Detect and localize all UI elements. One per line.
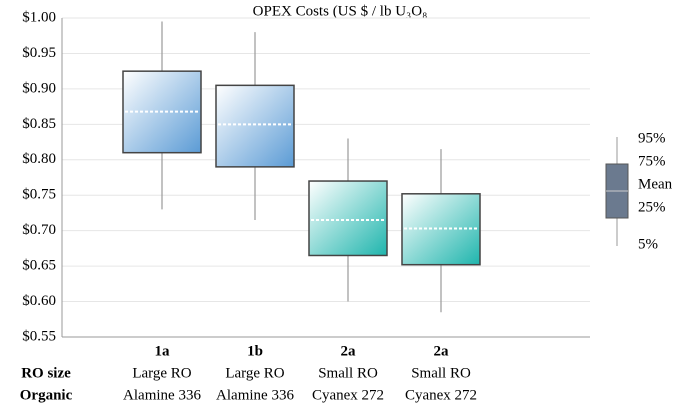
legend-label: 25% (638, 199, 666, 215)
ro-size-label: Large RO (132, 365, 191, 381)
legend-label: 95% (638, 130, 666, 146)
y-tick-label: $0.90 (22, 80, 56, 96)
y-tick-label: $0.75 (22, 187, 56, 203)
box (215, 84, 295, 168)
organic-label: Cyanex 272 (405, 387, 477, 403)
legend-label: 75% (638, 153, 666, 169)
y-tick-label: $0.85 (22, 116, 56, 132)
legend-label: 5% (638, 236, 658, 252)
organic-label: Alamine 336 (123, 387, 201, 403)
y-tick-label: $0.95 (22, 45, 56, 61)
y-tick-label: $0.80 (22, 151, 56, 167)
y-tick-label: $0.70 (22, 222, 56, 238)
row-label: Organic (20, 387, 73, 403)
x-tick-label: 2a (341, 343, 357, 359)
organic-label: Cyanex 272 (312, 387, 384, 403)
ro-size-label: Small RO (411, 365, 471, 381)
ro-size-label: Small RO (318, 365, 378, 381)
row-label: RO size (21, 365, 71, 381)
legend-label: Mean (638, 176, 673, 192)
y-tick-label: $1.00 (22, 9, 56, 25)
x-tick-label: 1a (155, 343, 171, 359)
ro-size-label: Large RO (225, 365, 284, 381)
y-tick-label: $0.55 (22, 328, 56, 344)
y-tick-label: $0.60 (22, 293, 56, 309)
y-tick-label: $0.65 (22, 258, 56, 274)
chart-title: OPEX Costs (US $ / lb U₃O₈ (253, 3, 428, 19)
organic-label: Alamine 336 (216, 387, 294, 403)
box (308, 180, 388, 257)
x-tick-label: 2a (434, 343, 450, 359)
x-tick-label: 1b (247, 343, 263, 359)
